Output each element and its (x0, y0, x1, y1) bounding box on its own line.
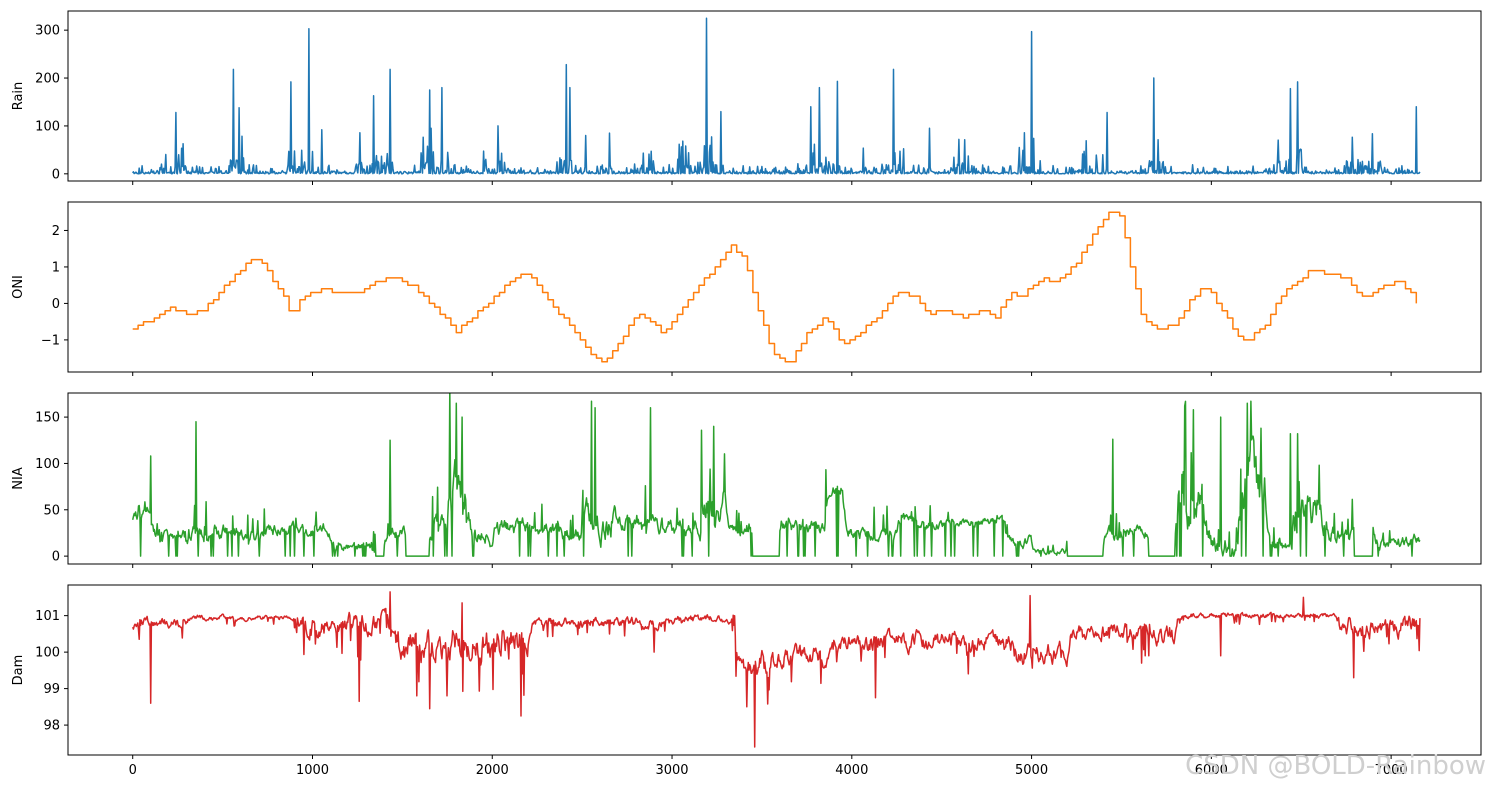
y-tick-label: 98 (43, 719, 60, 734)
subplot-oni: −1 0 1 2 ONI (11, 201, 1482, 376)
subplots: 0 100 200 300 Rain −1 0 1 2 ONI 0 50 100 150 NIA 98 99 10… (11, 10, 1482, 778)
x-tick-label: 2000 (476, 763, 509, 778)
x-tick-label: 4000 (835, 763, 868, 778)
x-tick-label: 6000 (1195, 763, 1228, 778)
series-line-oni (132, 211, 1418, 363)
y-tick-label: 0 (52, 167, 60, 182)
y-tick-label: 200 (35, 72, 60, 87)
axes-frame (67, 10, 1482, 182)
subplot-dam: 98 99 100 101 0 1000 2000 3000 4000 5000 6000 7000 D… (11, 584, 1482, 778)
subplot-nia: 0 50 100 150 NIA (11, 392, 1482, 568)
axes-frame (67, 201, 1482, 373)
y-tick-label: 0 (52, 297, 60, 312)
y-tick-label: 300 (35, 24, 60, 39)
series-line-rain (132, 17, 1421, 175)
y-tick-label: 1 (52, 260, 60, 275)
y-tick-label: 100 (35, 457, 60, 472)
y-tick-label: 50 (43, 503, 60, 518)
y-axis-label: Rain (11, 82, 26, 111)
y-axis-label: ONI (11, 275, 26, 299)
y-axis-label: NIA (11, 467, 26, 490)
x-tick-label: 3000 (655, 763, 688, 778)
x-tick-label: 1000 (296, 763, 329, 778)
x-tick-label: 5000 (1015, 763, 1048, 778)
y-tick-label: 150 (35, 411, 60, 426)
y-tick-label: 99 (43, 682, 60, 697)
y-tick-label: 100 (35, 646, 60, 661)
x-tick-label: 0 (129, 763, 137, 778)
series-line-dam (131, 591, 1421, 748)
y-tick-label: 101 (35, 609, 60, 624)
y-tick-label: 2 (52, 224, 60, 239)
y-tick-label: 100 (35, 119, 60, 134)
subplot-rain: 0 100 200 300 Rain (11, 10, 1482, 185)
axes-frame (67, 392, 1482, 565)
watermark-text: CSDN @BOLD-Rainbow (1185, 751, 1486, 781)
series-line-nia (131, 393, 1421, 557)
y-axis-label: Dam (11, 655, 26, 686)
x-tick-label: 7000 (1375, 763, 1408, 778)
axes-frame (67, 584, 1482, 756)
y-tick-label: −1 (41, 333, 60, 348)
y-tick-label: 0 (52, 550, 60, 565)
